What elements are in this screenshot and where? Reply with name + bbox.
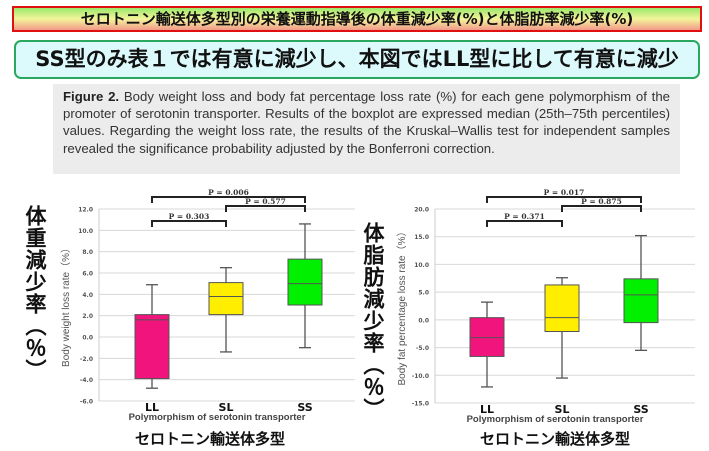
- figure-caption: Figure 2. Body weight loss and body fat …: [53, 84, 680, 174]
- x-tick-label: LL: [145, 401, 159, 414]
- y-tick-label: -2.0: [80, 356, 93, 363]
- caption-text: Body weight loss and body fat percentage…: [63, 89, 671, 156]
- p-value-label: P = 0.371: [504, 212, 545, 221]
- y-tick-label: 5.0: [418, 290, 429, 297]
- y-axis-label: Body weight loss rate（%）: [60, 243, 72, 367]
- x-axis-label: Polymorphism of serotonin transporter: [129, 412, 306, 423]
- y-tick-label: 8.0: [82, 249, 93, 256]
- y-tick-label: -4.0: [80, 377, 93, 384]
- p-value-label: P = 0.303: [169, 212, 210, 221]
- p-value-label: P = 0.006: [208, 188, 249, 197]
- y-tick-label: 2.0: [82, 313, 93, 320]
- y-tick-label: 0.0: [418, 317, 429, 324]
- box-SL: [208, 282, 244, 316]
- caption-label: Figure 2.: [63, 89, 120, 104]
- y-tick-label: 20.0: [414, 207, 429, 214]
- bottom-label-right: セロトニン輸送体多型: [480, 430, 631, 448]
- y-tick-label: -10.0: [412, 373, 429, 380]
- slide-subtitle: SS型のみ表１では有意に減少し、本図ではLL型に比して有意に減少: [14, 40, 700, 79]
- x-tick-label: SS: [633, 403, 648, 416]
- significance-bracket: [561, 205, 642, 212]
- y-tick-label: 10.0: [78, 228, 93, 235]
- slide-title: セロトニン輸送体多型別の栄養運動指導後の体重減少率(%)と体脂肪率減少率(%): [12, 6, 702, 32]
- y-tick-label: -5.0: [416, 345, 429, 352]
- box-SS: [287, 258, 323, 306]
- y-tick-label: 12.0: [78, 207, 93, 214]
- y-tick-label: 10.0: [414, 262, 429, 269]
- y-tick-label: 15.0: [414, 234, 429, 241]
- x-tick-label: SL: [555, 403, 570, 416]
- significance-bracket: [486, 196, 642, 203]
- right-vertical-label: 体脂肪減少率（％）: [361, 222, 385, 420]
- x-tick-label: LL: [480, 403, 494, 416]
- box-SL: [544, 284, 580, 332]
- box-LL: [469, 317, 505, 357]
- p-value-label: P = 0.577: [245, 197, 286, 206]
- y-tick-label: 4.0: [82, 292, 93, 299]
- significance-bracket: [151, 196, 306, 203]
- x-tick-label: SL: [219, 401, 234, 414]
- y-tick-label: 6.0: [82, 271, 93, 278]
- p-value-label: P = 0.875: [581, 197, 622, 206]
- box-SS: [623, 278, 659, 324]
- y-tick-label: -6.0: [80, 399, 93, 406]
- significance-bracket: [225, 205, 306, 212]
- x-axis-label: Polymorphism of serotonin transporter: [467, 414, 644, 425]
- y-tick-label: -15.0: [412, 401, 429, 408]
- bottom-label-left: セロトニン輸送体多型: [135, 430, 286, 448]
- left-vertical-label: 体重減少率（％）: [23, 205, 47, 381]
- box-LL: [134, 314, 170, 380]
- y-tick-label: 0.0: [82, 335, 93, 342]
- x-tick-label: SS: [297, 401, 312, 414]
- y-axis-label: Body fat percentage loss rate（%）: [396, 227, 408, 386]
- significance-bracket: [486, 220, 563, 227]
- p-value-label: P = 0.017: [544, 188, 585, 197]
- significance-bracket: [151, 220, 227, 227]
